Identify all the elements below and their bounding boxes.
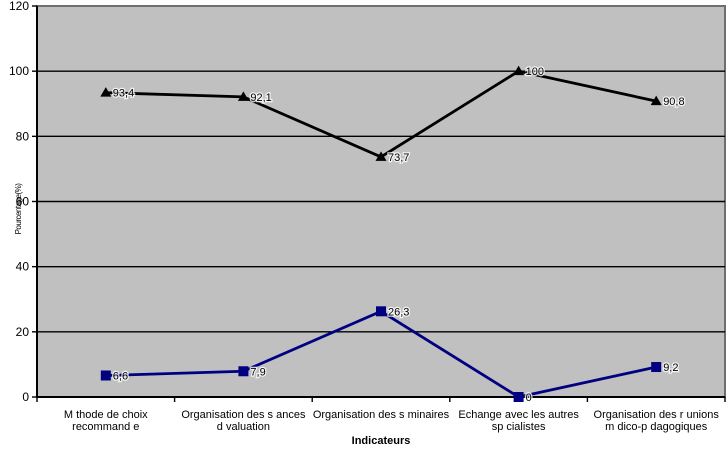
y-tick-label: 80: [16, 129, 30, 143]
data-point-marker: [238, 366, 249, 377]
y-axis-title: Pourcentage(%): [14, 183, 23, 235]
data-point-marker: [513, 392, 524, 402]
data-point-marker: [651, 362, 662, 373]
data-label: 26,3: [388, 306, 409, 318]
data-point-marker: [513, 65, 525, 76]
y-tick-label: 20: [16, 325, 30, 339]
x-axis-title: Indicateurs: [351, 435, 411, 447]
data-point-marker: [376, 306, 386, 317]
data-label: 7,9: [250, 366, 265, 378]
data-label: 9,2: [663, 362, 678, 374]
data-point-marker: [100, 87, 112, 97]
category-label: Organisation des r unions m dico-p dagogi…: [594, 409, 720, 433]
data-label: 93,4: [113, 88, 134, 100]
category-label: Organisation des s minaires: [313, 409, 450, 421]
y-tick-label: 0: [22, 390, 29, 404]
data-label: 92,1: [250, 92, 271, 104]
data-label: 6,6: [113, 370, 128, 382]
data-point-marker: [237, 91, 249, 101]
category-label: Echange avec les autres sp cialistes: [458, 409, 579, 433]
data-label: 0: [526, 392, 532, 404]
y-tick-label: 100: [9, 64, 29, 78]
data-point-marker: [650, 95, 662, 106]
data-point-marker: [100, 370, 111, 381]
y-tick-label: 120: [9, 0, 29, 13]
data-label: 73,7: [388, 152, 409, 164]
category-label: Organisation des s ances d valuation: [181, 409, 306, 433]
data-point-marker: [375, 151, 387, 161]
data-label: 100: [526, 66, 544, 78]
y-tick-label: 60: [16, 195, 30, 209]
y-tick-label: 40: [16, 260, 30, 274]
data-label: 90,8: [663, 96, 684, 108]
category-label: M thode de choix recommand e: [64, 409, 148, 433]
